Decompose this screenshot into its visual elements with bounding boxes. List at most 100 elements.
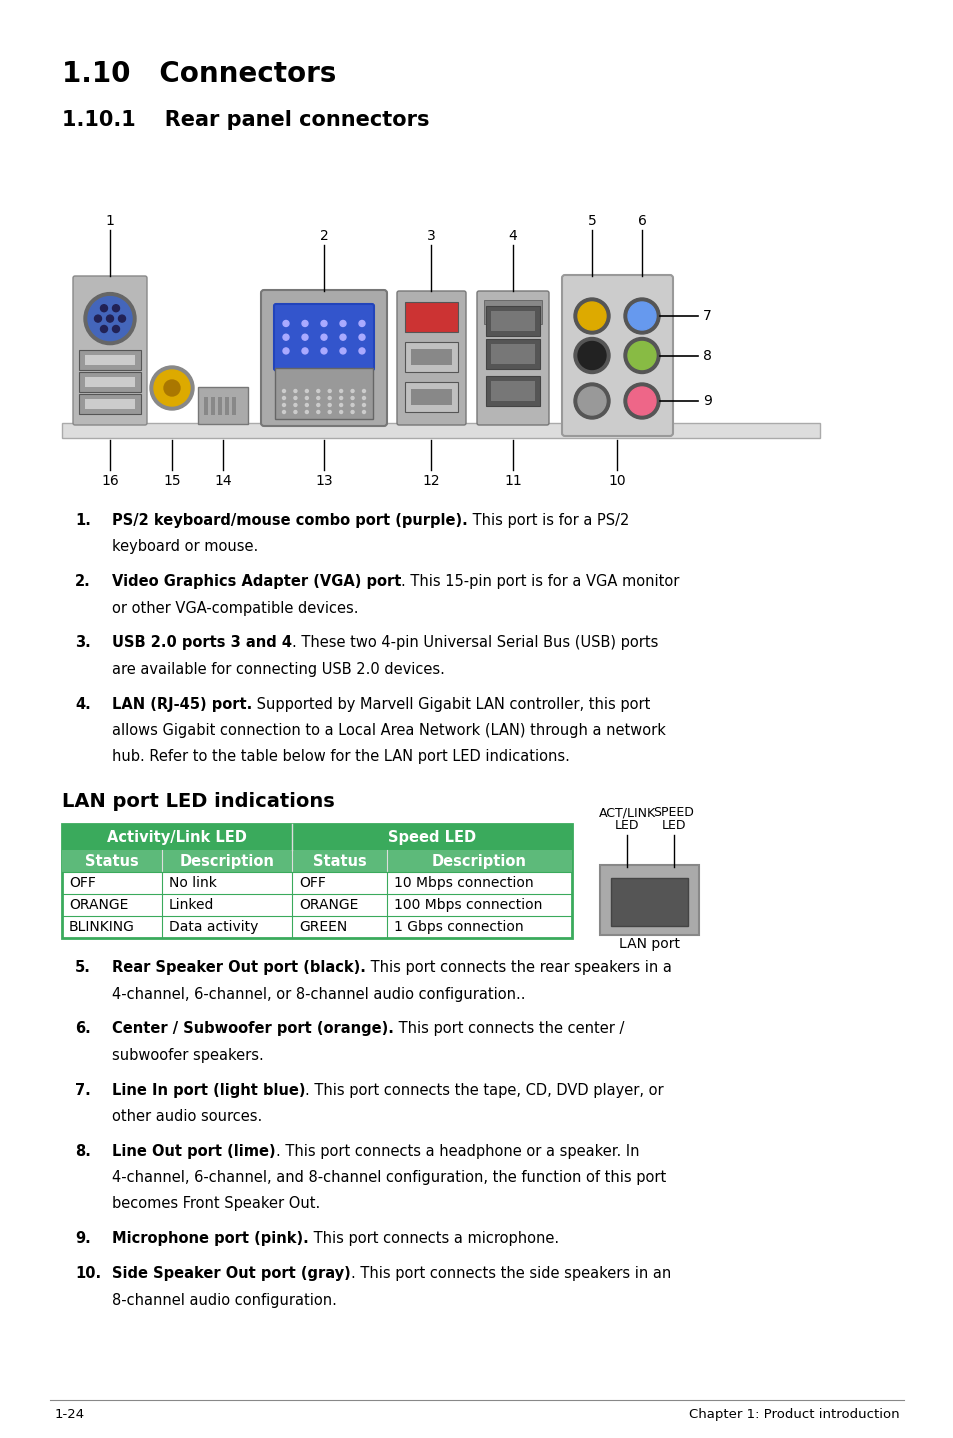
Circle shape <box>339 390 342 393</box>
Text: . This 15-pin port is for a VGA monitor: . This 15-pin port is for a VGA monitor <box>401 574 679 590</box>
Circle shape <box>623 298 659 334</box>
Circle shape <box>627 387 656 416</box>
Text: hub. Refer to the table below for the LAN port LED indications.: hub. Refer to the table below for the LA… <box>112 749 569 765</box>
Circle shape <box>283 334 289 341</box>
Text: 6.: 6. <box>75 1021 91 1037</box>
FancyBboxPatch shape <box>261 290 387 426</box>
Text: 1: 1 <box>106 214 114 229</box>
Text: . These two 4-pin Universal Serial Bus (USB) ports: . These two 4-pin Universal Serial Bus (… <box>292 636 658 650</box>
Circle shape <box>351 410 354 414</box>
Circle shape <box>339 404 342 407</box>
Circle shape <box>88 296 132 341</box>
FancyBboxPatch shape <box>485 375 539 406</box>
Circle shape <box>305 410 308 414</box>
Text: GREEN: GREEN <box>298 920 347 935</box>
Circle shape <box>339 348 346 354</box>
Circle shape <box>94 315 101 322</box>
Text: Description: Description <box>432 854 526 869</box>
Circle shape <box>305 390 308 393</box>
FancyBboxPatch shape <box>62 850 162 873</box>
Text: SPEED: SPEED <box>653 807 694 820</box>
Text: keyboard or mouse.: keyboard or mouse. <box>112 539 258 555</box>
Text: PS/2 keyboard/mouse combo port (purple).: PS/2 keyboard/mouse combo port (purple). <box>112 513 467 528</box>
FancyBboxPatch shape <box>162 850 292 873</box>
Circle shape <box>294 404 296 407</box>
FancyBboxPatch shape <box>79 394 141 414</box>
Text: No link: No link <box>169 876 216 890</box>
Circle shape <box>118 315 126 322</box>
Text: . This port connects the side speakers in an: . This port connects the side speakers i… <box>351 1265 670 1281</box>
Text: . This port connects a headphone or a speaker. In: . This port connects a headphone or a sp… <box>275 1143 639 1159</box>
FancyBboxPatch shape <box>79 349 141 370</box>
Text: 1-24: 1-24 <box>55 1408 85 1421</box>
FancyBboxPatch shape <box>491 381 535 401</box>
Circle shape <box>578 387 605 416</box>
FancyBboxPatch shape <box>476 290 548 426</box>
FancyBboxPatch shape <box>85 377 135 387</box>
Circle shape <box>283 348 289 354</box>
Text: Side Speaker Out port (gray): Side Speaker Out port (gray) <box>112 1265 351 1281</box>
Circle shape <box>351 390 354 393</box>
Circle shape <box>339 334 346 341</box>
Text: other audio sources.: other audio sources. <box>112 1109 262 1125</box>
FancyBboxPatch shape <box>62 824 572 938</box>
Circle shape <box>164 380 180 395</box>
Circle shape <box>574 338 609 374</box>
FancyBboxPatch shape <box>85 398 135 408</box>
FancyBboxPatch shape <box>485 339 539 370</box>
Circle shape <box>84 292 136 345</box>
Circle shape <box>358 321 365 326</box>
Circle shape <box>302 321 308 326</box>
Text: are available for connecting USB 2.0 devices.: are available for connecting USB 2.0 dev… <box>112 661 444 677</box>
Text: LED: LED <box>661 820 685 833</box>
Circle shape <box>362 410 365 414</box>
Circle shape <box>100 305 108 312</box>
Circle shape <box>150 367 193 410</box>
FancyBboxPatch shape <box>411 390 452 406</box>
Text: LAN port: LAN port <box>618 938 679 951</box>
Text: 100 Mbps connection: 100 Mbps connection <box>394 899 542 912</box>
Text: Center / Subwoofer port (orange).: Center / Subwoofer port (orange). <box>112 1021 394 1037</box>
Circle shape <box>358 334 365 341</box>
Circle shape <box>294 390 296 393</box>
Text: 6: 6 <box>637 214 646 229</box>
Text: 3: 3 <box>427 229 436 243</box>
Circle shape <box>328 410 331 414</box>
Circle shape <box>112 305 119 312</box>
Text: Activity/Link LED: Activity/Link LED <box>107 830 247 844</box>
Circle shape <box>305 404 308 407</box>
Text: 10 Mbps connection: 10 Mbps connection <box>394 876 533 890</box>
Circle shape <box>578 341 605 370</box>
Text: 1.: 1. <box>75 513 91 528</box>
Text: 1.10   Connectors: 1.10 Connectors <box>62 60 336 88</box>
FancyBboxPatch shape <box>274 303 374 371</box>
FancyBboxPatch shape <box>218 397 222 416</box>
Text: 10: 10 <box>608 475 626 487</box>
Text: 13: 13 <box>314 475 333 487</box>
Text: LED: LED <box>614 820 639 833</box>
Circle shape <box>316 390 319 393</box>
Text: 4: 4 <box>508 229 517 243</box>
Text: Status: Status <box>85 854 139 869</box>
Text: allows Gigabit connection to a Local Area Network (LAN) through a network: allows Gigabit connection to a Local Are… <box>112 723 665 738</box>
Text: 2.: 2. <box>75 574 91 590</box>
FancyBboxPatch shape <box>198 387 248 424</box>
Text: 8-channel audio configuration.: 8-channel audio configuration. <box>112 1293 336 1307</box>
Text: 8.: 8. <box>75 1143 91 1159</box>
Circle shape <box>282 390 285 393</box>
Text: Microphone port (pink).: Microphone port (pink). <box>112 1231 309 1247</box>
FancyBboxPatch shape <box>387 850 572 873</box>
Text: 4-channel, 6-channel, and 8-channel configuration, the function of this port: 4-channel, 6-channel, and 8-channel conf… <box>112 1171 665 1185</box>
Circle shape <box>153 370 190 406</box>
Text: 4.: 4. <box>75 696 91 712</box>
FancyBboxPatch shape <box>225 397 229 416</box>
Text: LAN port LED indications: LAN port LED indications <box>62 792 335 811</box>
Circle shape <box>358 348 365 354</box>
Circle shape <box>316 410 319 414</box>
Text: 14: 14 <box>214 475 232 487</box>
FancyBboxPatch shape <box>62 423 820 439</box>
FancyBboxPatch shape <box>211 397 214 416</box>
FancyBboxPatch shape <box>204 397 208 416</box>
Circle shape <box>362 397 365 400</box>
Text: 10.: 10. <box>75 1265 101 1281</box>
